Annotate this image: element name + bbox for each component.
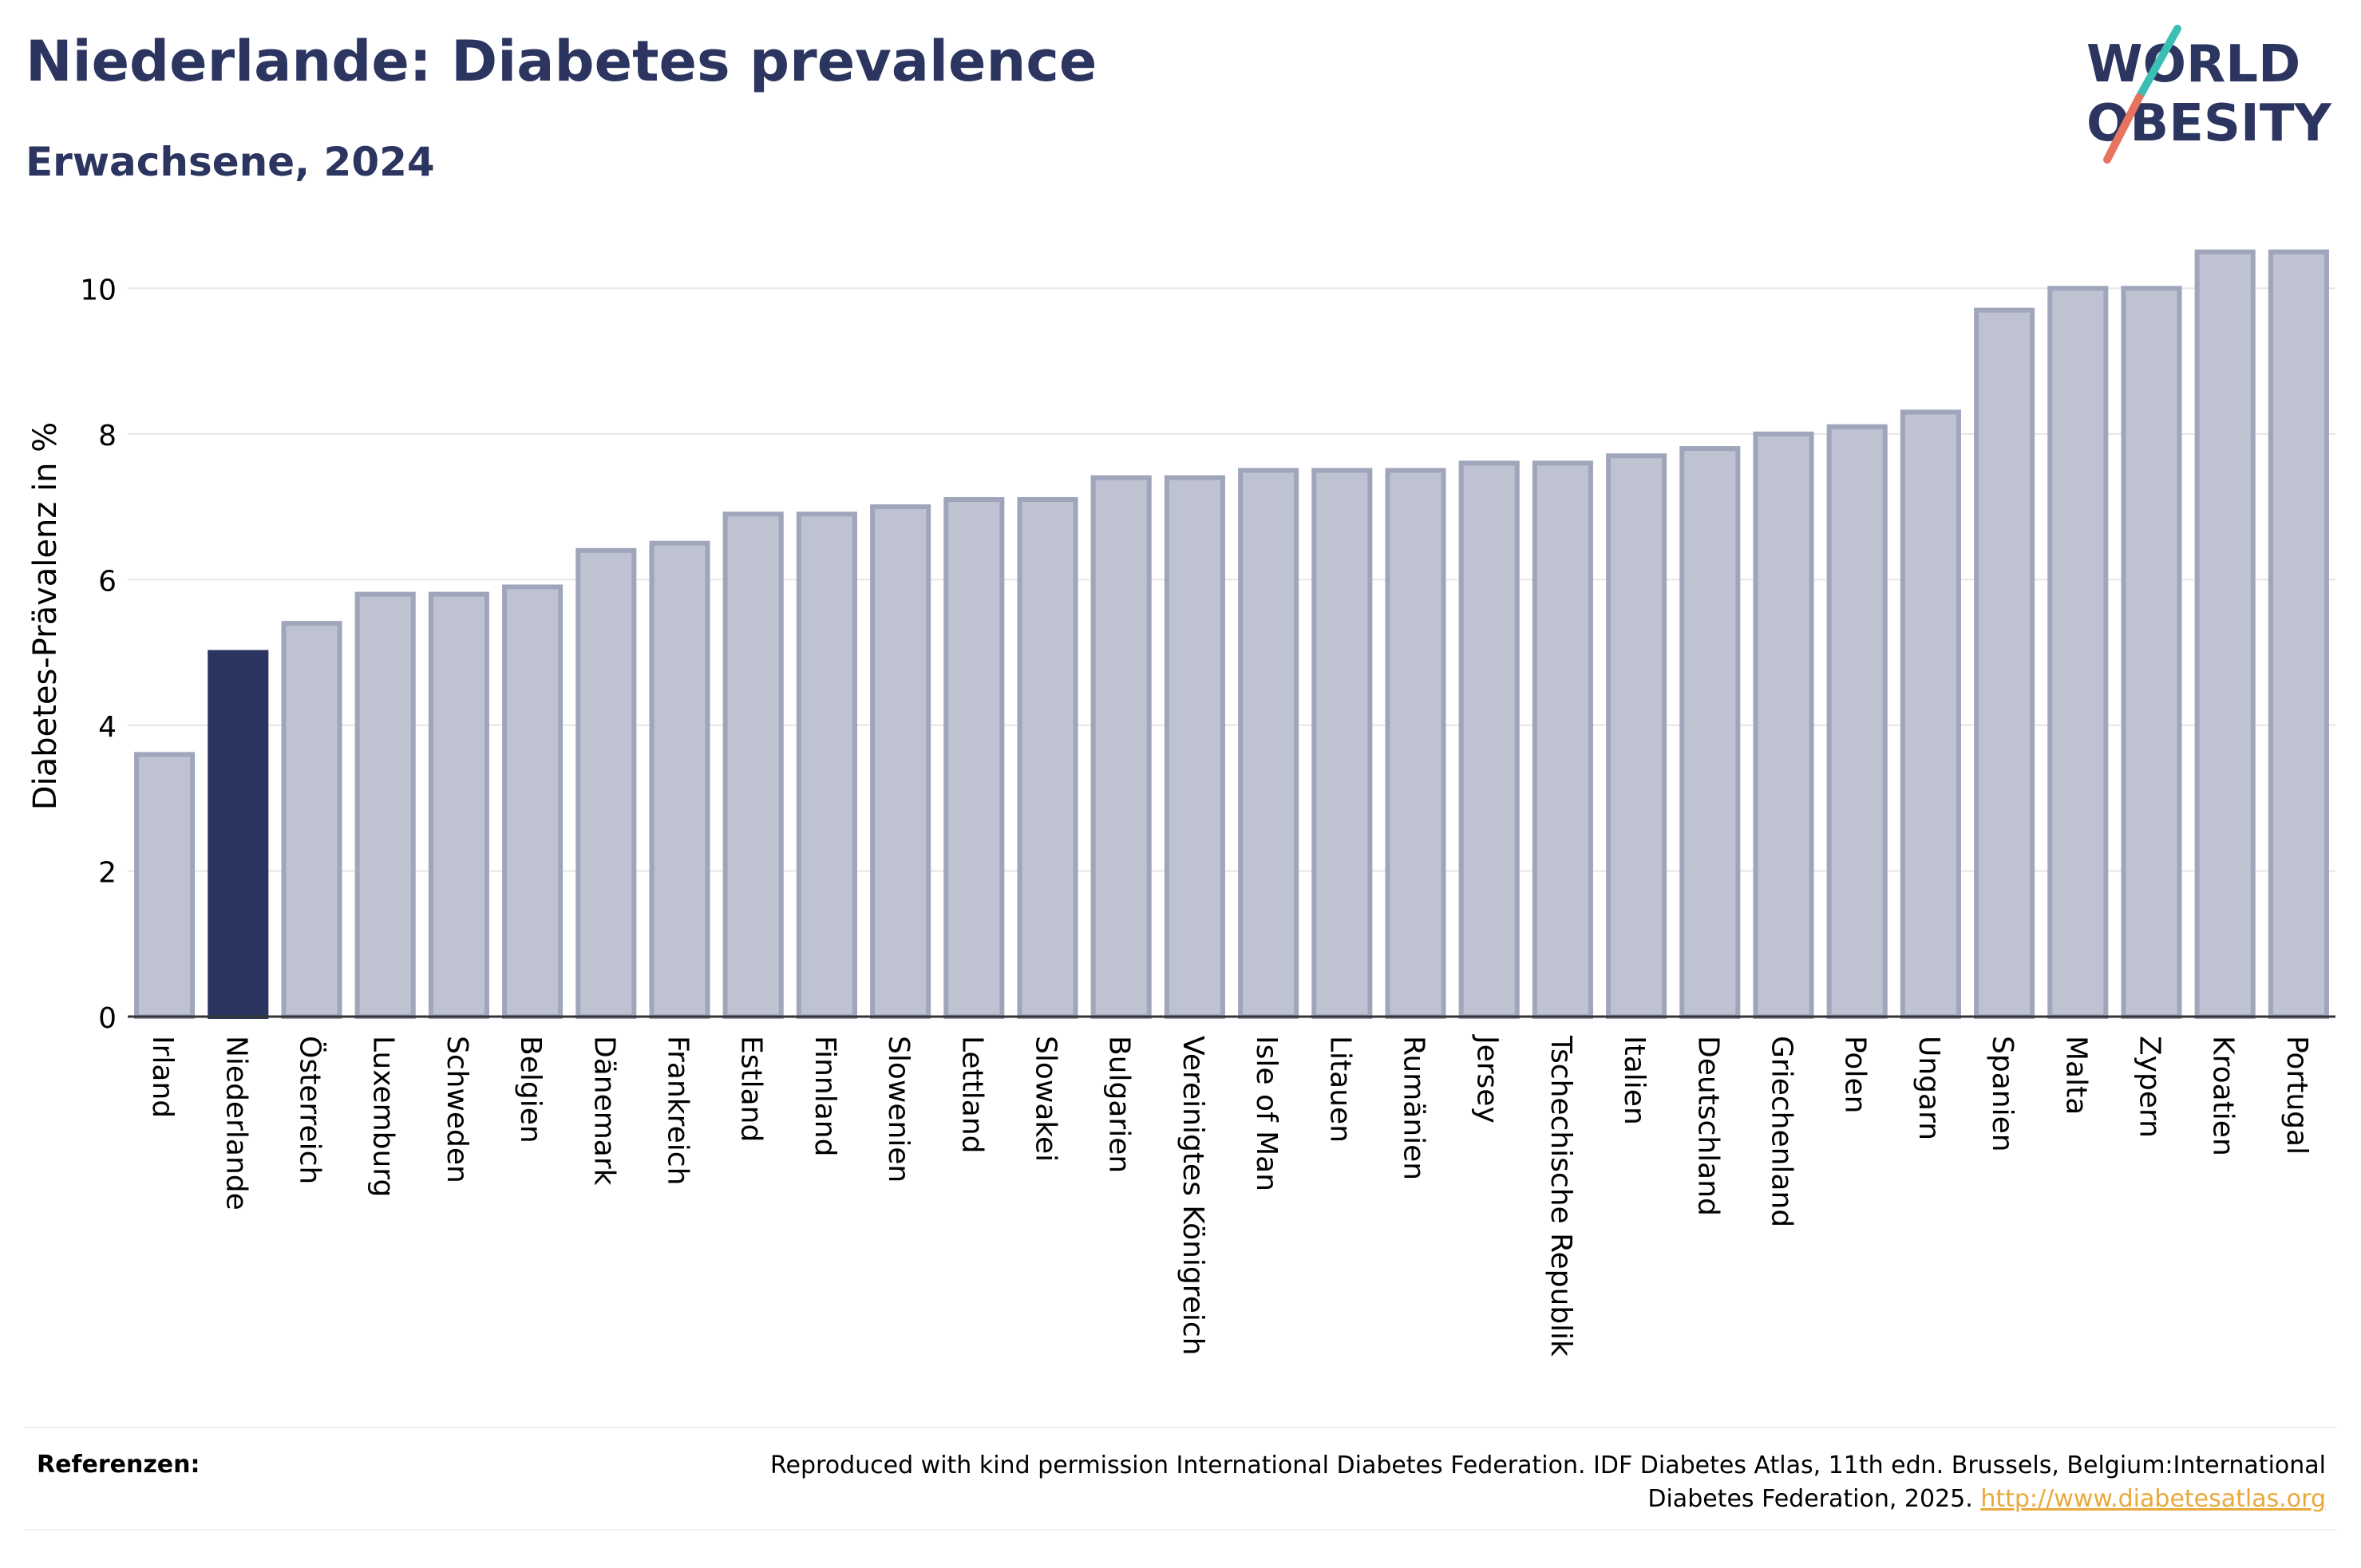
x-tick-label: Slowakei: [1030, 1036, 1062, 1162]
x-tick-label: Jersey: [1471, 1034, 1504, 1124]
x-tick-label: Polen: [1839, 1036, 1872, 1113]
bar-vereinigtes-königreich[interactable]: [1164, 475, 1225, 1019]
x-tick-label: Irland: [146, 1036, 179, 1118]
x-tick-label: Dänemark: [587, 1036, 620, 1186]
logo-line-1: WORLD: [2086, 35, 2300, 94]
x-tick-label: Luxemburg: [367, 1036, 400, 1197]
x-tick-label: Litauen: [1323, 1036, 1356, 1143]
y-tick-label: 8: [98, 420, 117, 452]
bar-österreich[interactable]: [281, 621, 342, 1019]
bar-polen[interactable]: [1826, 424, 1888, 1019]
references-label: Referenzen:: [37, 1451, 200, 1479]
bar-ungarn[interactable]: [1900, 409, 1961, 1019]
chart-subtitle: Erwachsene, 2024: [26, 139, 435, 185]
y-axis-label: Diabetes-Prävalenz in %: [27, 422, 64, 811]
bar-finnland[interactable]: [796, 511, 857, 1019]
x-tick-label: Frankreich: [662, 1036, 694, 1185]
bar-frankreich[interactable]: [649, 540, 710, 1019]
world-obesity-logo: WORLD OBESITY: [2086, 25, 2331, 164]
logo-slash-teal: [2135, 25, 2181, 101]
bar-niederlande[interactable]: [208, 650, 269, 1019]
bar-jersey[interactable]: [1458, 460, 1520, 1019]
x-tick-label: Vereinigtes Königreich: [1177, 1036, 1209, 1356]
footer-references: Referenzen: Reproduced with kind permiss…: [24, 1427, 2337, 1530]
bar-litauen[interactable]: [1311, 468, 1373, 1019]
x-tick-label: Tschechische Republik: [1544, 1035, 1577, 1357]
x-tick-label: Österreich: [294, 1036, 327, 1184]
y-tick-label: 0: [98, 1002, 117, 1035]
bar-irland[interactable]: [134, 752, 196, 1019]
x-tick-label: Isle of Man: [1250, 1036, 1283, 1191]
x-tick-label: Rumänien: [1398, 1036, 1430, 1180]
y-tick-label: 2: [98, 856, 117, 889]
bar-slowakei[interactable]: [1017, 496, 1078, 1019]
bar-isle-of-man[interactable]: [1238, 468, 1299, 1019]
y-tick-label: 4: [98, 711, 117, 744]
references-link[interactable]: http://www.diabetesatlas.org: [1980, 1485, 2326, 1513]
bar-italien[interactable]: [1606, 453, 1667, 1019]
bar-griechenland[interactable]: [1753, 431, 1814, 1019]
x-tick-label: Malta: [2059, 1036, 2092, 1115]
y-tick-labels: 0 2 4 6 8 10: [80, 274, 117, 1035]
x-tick-label: Belgien: [514, 1036, 547, 1143]
x-tick-label: Estland: [735, 1036, 768, 1142]
y-tick-label: 6: [98, 565, 117, 598]
x-tick-label: Portugal: [2280, 1036, 2313, 1155]
bar-bulgarien[interactable]: [1090, 475, 1152, 1019]
bar-portugal[interactable]: [2268, 249, 2329, 1019]
logo-slash-coral: [2103, 93, 2143, 164]
bar-malta[interactable]: [2047, 286, 2109, 1020]
bar-schweden[interactable]: [428, 591, 489, 1019]
bar-tschechische-republik[interactable]: [1532, 460, 1593, 1019]
bar-spanien[interactable]: [1974, 307, 2035, 1019]
x-tick-label: Niederlande: [219, 1036, 252, 1211]
x-tick-label: Zypern: [2134, 1036, 2166, 1138]
y-tick-label: 10: [80, 274, 117, 306]
x-tick-label: Italien: [1618, 1036, 1651, 1125]
grid-lines: [128, 287, 2335, 872]
x-tick-label: Lettland: [955, 1036, 988, 1154]
bar-chart: 0 2 4 6 8 10 Irland Niederlande Österreich Luxem…: [27, 249, 2335, 1357]
bar-zypern[interactable]: [2121, 286, 2182, 1020]
bar-luxemburg[interactable]: [354, 591, 416, 1019]
x-tick-label: Griechenland: [1766, 1036, 1798, 1227]
bar-deutschland[interactable]: [1679, 446, 1741, 1019]
bars: [134, 249, 2329, 1020]
bar-rumänien[interactable]: [1385, 468, 1446, 1019]
x-tick-label: Kroatien: [2207, 1036, 2240, 1156]
bar-slowenien[interactable]: [870, 504, 931, 1019]
bar-lettland[interactable]: [943, 496, 1005, 1019]
x-tick-label: Ungarn: [1912, 1036, 1945, 1140]
bar-kroatien[interactable]: [2194, 249, 2256, 1019]
bar-dänemark[interactable]: [575, 547, 637, 1019]
x-tick-label: Slowenien: [882, 1036, 915, 1183]
bar-estland[interactable]: [722, 511, 784, 1019]
x-tick-label: Finnland: [809, 1036, 841, 1156]
references-text: Reproduced with kind permission Internat…: [690, 1449, 2326, 1516]
x-tick-label: Schweden: [441, 1036, 473, 1183]
x-tick-labels: Irland Niederlande Österreich Luxemburg Schw…: [146, 1034, 2313, 1357]
x-tick-label: Bulgarien: [1103, 1036, 1136, 1173]
x-tick-label: Deutschland: [1691, 1036, 1724, 1216]
references-citation: Reproduced with kind permission Internat…: [770, 1451, 2326, 1513]
x-tick-label: Spanien: [1986, 1036, 2019, 1152]
bar-belgien[interactable]: [502, 584, 564, 1019]
chart-title: Niederlande: Diabetes prevalence: [26, 29, 1097, 94]
